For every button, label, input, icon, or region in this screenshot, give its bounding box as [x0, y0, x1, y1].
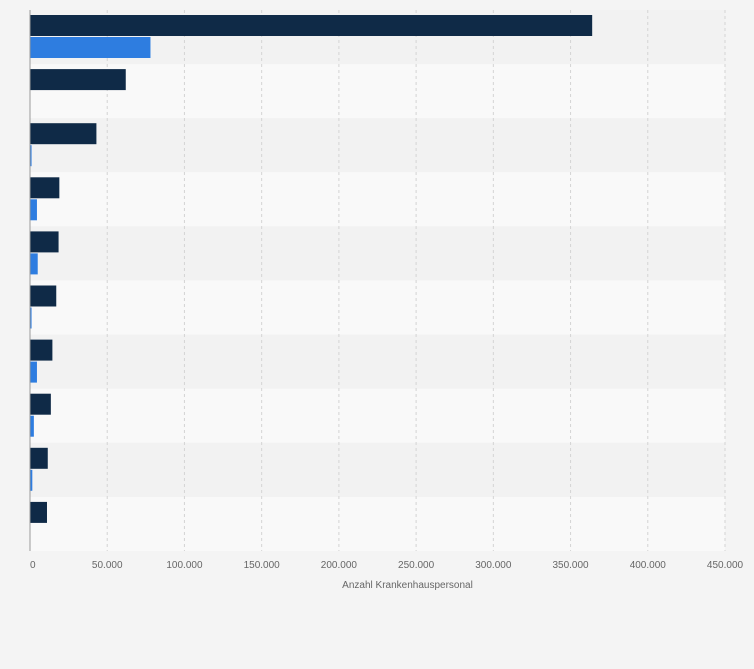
- row-band: [30, 442, 725, 497]
- row-band: [30, 226, 725, 281]
- x-tick-label: 200.000: [321, 560, 358, 571]
- row-band: [30, 118, 725, 173]
- bar-series-2: [30, 145, 32, 167]
- bar-series-2: [30, 199, 37, 221]
- bar-series-2: [30, 307, 32, 329]
- row-band: [30, 280, 725, 335]
- bar-series-2: [30, 37, 151, 58]
- x-tick-label: 250.000: [398, 560, 435, 571]
- bar-series-1: [30, 393, 51, 415]
- x-axis-ticks: 0 50.000 100.000 150.000 200.000 250.000 300.0…: [30, 560, 744, 571]
- row-band: [30, 64, 725, 119]
- x-tick-label: 350.000: [552, 560, 589, 571]
- x-tick-label: 0: [30, 560, 36, 571]
- row-band: [30, 496, 725, 551]
- bar-series-2: [30, 469, 33, 491]
- row-band: [30, 388, 725, 443]
- bar-series-2: [30, 253, 38, 275]
- x-tick-label: 100.000: [166, 560, 203, 571]
- bar-series-1: [30, 123, 97, 145]
- row-band: [30, 334, 725, 389]
- x-tick-label: 300.000: [475, 560, 512, 571]
- row-band: [30, 172, 725, 227]
- bar-series-2: [30, 361, 37, 383]
- bar-series-1: [30, 15, 593, 36]
- x-tick-label: 50.000: [92, 560, 123, 571]
- x-tick-label: 450.000: [707, 560, 744, 571]
- gridlines: [106, 10, 726, 551]
- x-tick-label: 150.000: [244, 560, 281, 571]
- bar-series-1: [30, 501, 47, 523]
- bar-series-1: [30, 447, 48, 469]
- bar-series-2: [30, 415, 34, 437]
- bar-series-1: [30, 177, 60, 199]
- x-axis-title: Anzahl Krankenhauspersonal: [342, 580, 473, 591]
- bar-series-1: [30, 285, 57, 307]
- x-tick-label: 400.000: [630, 560, 667, 571]
- bar-series-1: [30, 231, 59, 253]
- bars: [30, 15, 593, 523]
- bar-series-1: [30, 69, 126, 91]
- bar-series-1: [30, 339, 53, 361]
- row-bands: [30, 10, 725, 551]
